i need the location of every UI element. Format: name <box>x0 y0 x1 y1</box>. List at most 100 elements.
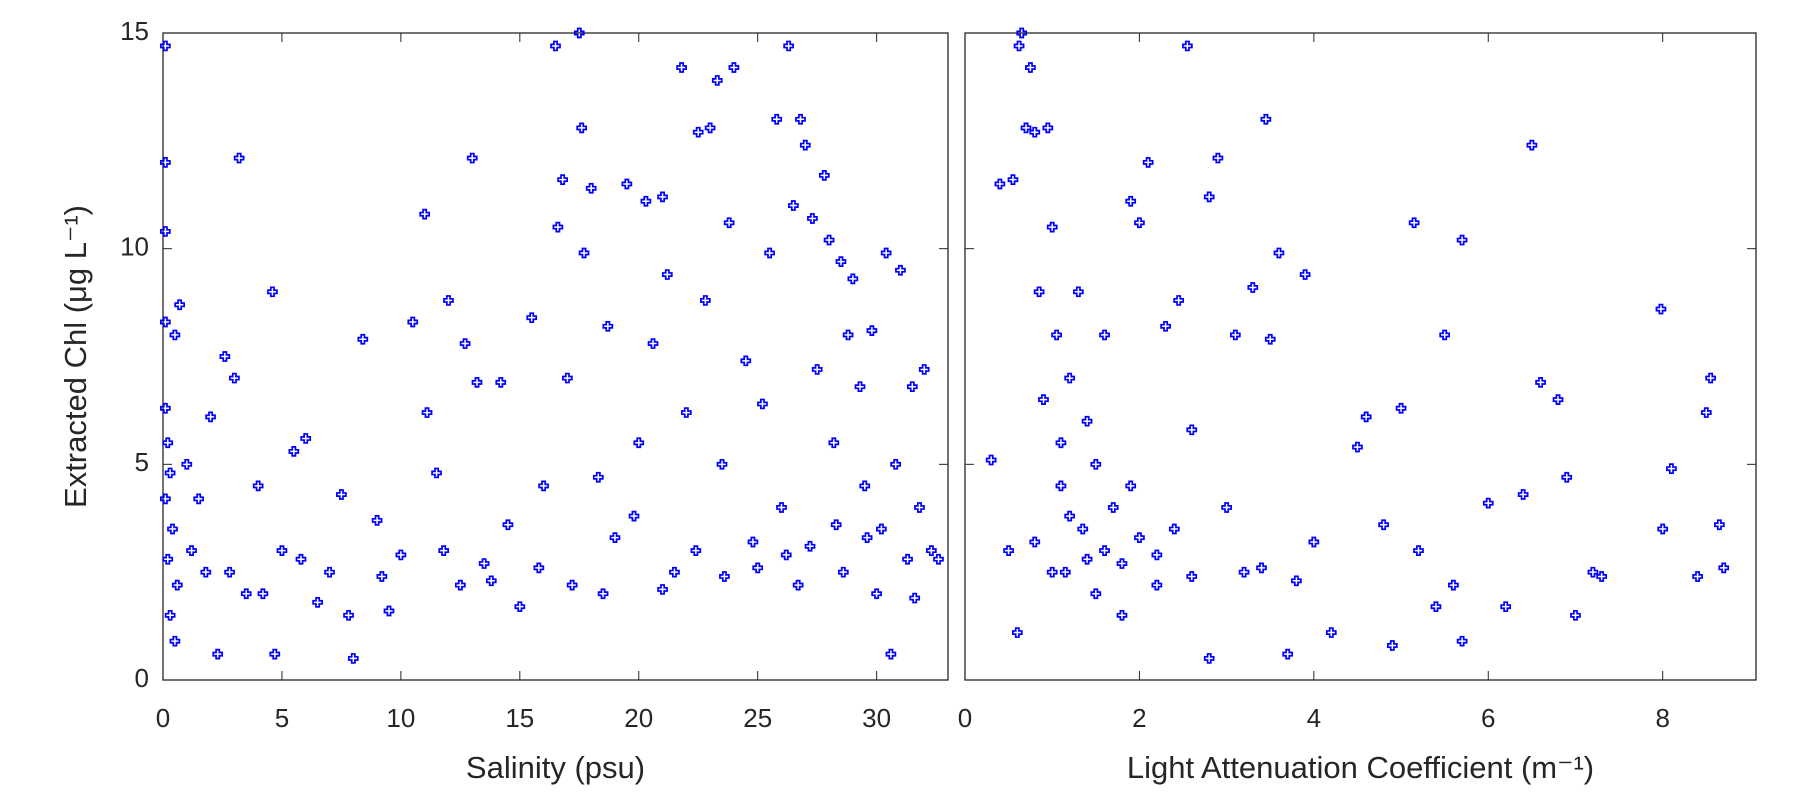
point <box>200 566 212 578</box>
point <box>162 553 174 565</box>
point <box>1116 558 1128 569</box>
point <box>550 40 561 52</box>
point <box>1299 269 1311 280</box>
point <box>1059 566 1071 578</box>
point <box>847 273 859 285</box>
point <box>343 609 354 621</box>
x-tick-label: 0 <box>958 703 972 733</box>
point <box>1099 545 1110 556</box>
point <box>1033 286 1045 298</box>
point <box>1325 627 1337 638</box>
point <box>740 355 752 367</box>
x-tick-label: 30 <box>862 703 891 733</box>
point <box>566 579 578 591</box>
point <box>562 372 573 384</box>
point <box>780 549 792 561</box>
point <box>1203 191 1215 203</box>
point <box>295 553 307 565</box>
point <box>1360 411 1372 423</box>
point <box>818 169 830 181</box>
point <box>240 588 252 600</box>
point <box>1186 571 1198 582</box>
point <box>431 467 442 479</box>
point <box>1655 303 1667 315</box>
x-tick-label: 2 <box>1132 703 1146 733</box>
point <box>383 605 395 617</box>
point <box>1352 441 1363 453</box>
point <box>633 437 645 449</box>
point <box>371 515 383 526</box>
point <box>1125 195 1137 207</box>
point <box>640 195 652 207</box>
point <box>1038 394 1049 405</box>
point <box>186 545 197 556</box>
point <box>1073 286 1084 298</box>
point <box>909 592 921 604</box>
point <box>1107 502 1119 513</box>
point <box>212 648 224 660</box>
point <box>1552 394 1564 405</box>
point <box>395 549 407 561</box>
point <box>174 299 186 311</box>
point <box>1657 523 1669 535</box>
point <box>1238 566 1250 578</box>
x-tick-label: 4 <box>1307 703 1321 733</box>
point <box>576 122 588 134</box>
point <box>205 411 216 423</box>
point <box>419 208 431 220</box>
point <box>914 502 925 513</box>
point <box>1596 571 1607 582</box>
point <box>728 62 740 73</box>
point <box>160 402 171 414</box>
point <box>1116 609 1128 621</box>
y-tick-label: 5 <box>135 447 149 477</box>
point <box>1500 601 1512 613</box>
point <box>918 364 930 375</box>
x-tick-label: 25 <box>743 703 772 733</box>
point <box>835 256 847 267</box>
point <box>828 437 840 449</box>
point <box>1081 553 1093 565</box>
point <box>443 295 454 306</box>
point <box>994 178 1006 190</box>
x-tick-label: 20 <box>624 703 653 733</box>
point <box>1029 126 1041 138</box>
point <box>257 588 269 600</box>
point <box>421 407 433 418</box>
point <box>628 510 640 522</box>
point <box>1134 217 1145 229</box>
point <box>1413 545 1424 556</box>
y-tick-label: 10 <box>120 232 149 262</box>
point <box>1378 519 1389 531</box>
point <box>1182 40 1193 52</box>
point <box>752 562 764 574</box>
point <box>792 579 804 591</box>
point <box>876 523 887 535</box>
point <box>538 480 549 492</box>
point <box>933 553 944 565</box>
point <box>895 264 906 276</box>
point <box>164 609 176 621</box>
point <box>807 213 818 224</box>
point <box>1173 295 1185 306</box>
point <box>167 523 178 535</box>
point <box>1007 174 1019 186</box>
x-tick-label: 10 <box>386 703 415 733</box>
point <box>1260 113 1272 125</box>
point <box>1142 157 1154 168</box>
point <box>502 519 514 531</box>
point <box>1046 566 1058 578</box>
point <box>859 480 871 492</box>
point <box>1570 609 1581 621</box>
point <box>160 316 171 328</box>
point <box>1247 282 1259 293</box>
point <box>585 182 597 194</box>
point <box>466 152 478 164</box>
point <box>1705 372 1717 384</box>
point <box>485 575 497 587</box>
y-tick-label: 0 <box>135 663 149 693</box>
point <box>866 325 878 336</box>
point <box>711 75 723 86</box>
point <box>1064 372 1076 384</box>
point <box>162 437 174 449</box>
